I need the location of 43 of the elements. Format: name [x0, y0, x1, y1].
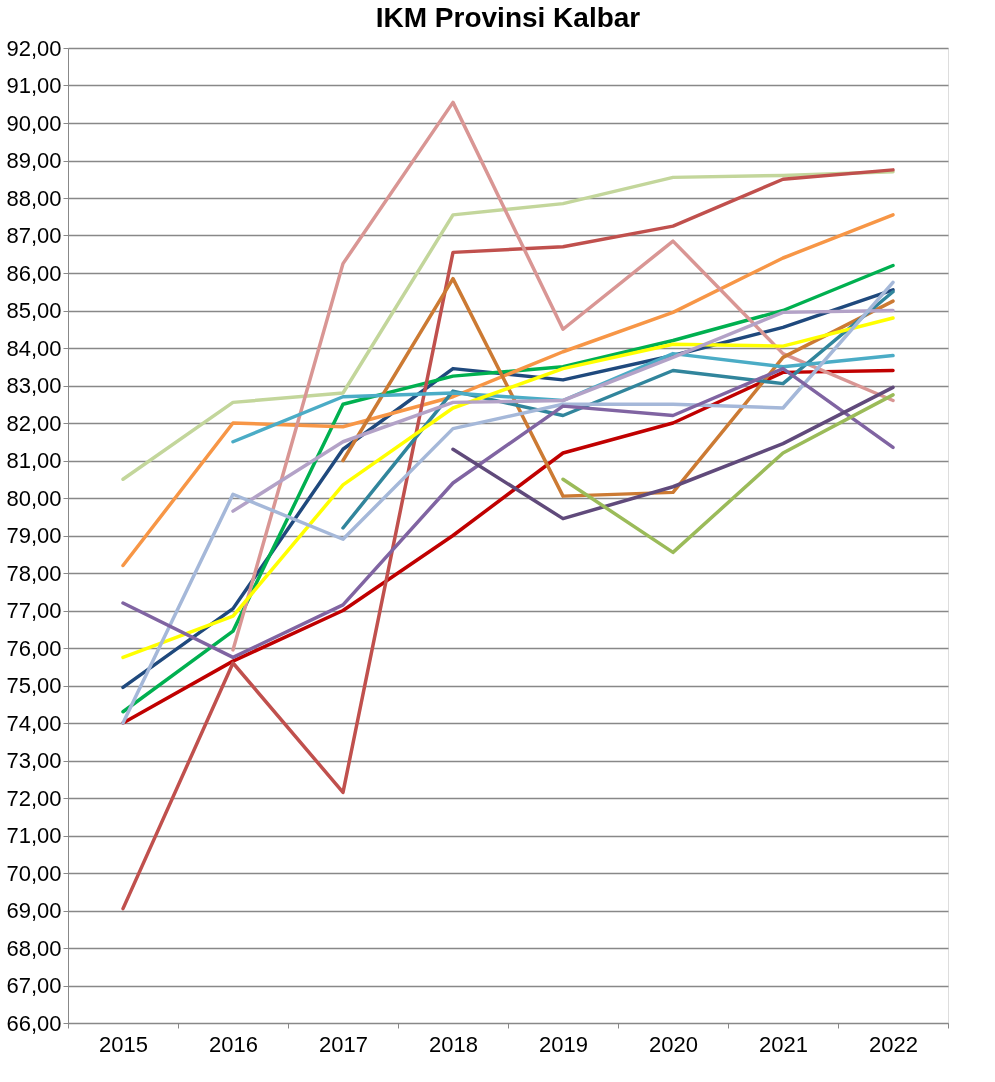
line-series: [231, 100, 895, 652]
y-tick-label: 90,00: [6, 110, 62, 136]
y-tick-label: 83,00: [6, 373, 62, 398]
x-tick-label: 2020: [649, 1031, 698, 1057]
y-tick-label: 72,00: [6, 785, 62, 811]
line-series: [121, 168, 895, 911]
y-tick-label: 78,00: [6, 560, 62, 586]
line-series: [121, 213, 895, 568]
y-tick-label: 88,00: [6, 185, 62, 211]
x-tick-label: 2015: [99, 1031, 148, 1057]
y-tick-label: 74,00: [6, 710, 62, 736]
y-tick-label: 89,00: [6, 148, 62, 173]
line-series: [561, 393, 895, 555]
y-tick-label: 85,00: [6, 298, 62, 323]
y-tick-label: 86,00: [6, 260, 62, 286]
y-tick-label: 79,00: [6, 523, 62, 548]
y-tick-label: 81,00: [6, 448, 62, 473]
y-tick-label: 66,00: [6, 1010, 62, 1036]
y-tick-label: 75,00: [6, 673, 62, 698]
x-tick-label: 2019: [539, 1031, 588, 1057]
y-tick-label: 73,00: [6, 748, 62, 773]
y-tick-label: 87,00: [6, 223, 62, 248]
y-tick-label: 69,00: [6, 898, 62, 923]
y-tick-label: 80,00: [6, 485, 62, 511]
line-series: [231, 308, 895, 513]
y-tick-label: 76,00: [6, 635, 62, 661]
x-tick-label: 2018: [429, 1031, 478, 1057]
y-tick-label: 71,00: [6, 823, 62, 848]
chart-title: IKM Provinsi Kalbar: [375, 2, 641, 33]
x-tick-label: 2021: [759, 1031, 808, 1057]
y-tick-label: 77,00: [6, 598, 62, 623]
y-tick-label: 70,00: [6, 860, 62, 886]
y-tick-label: 92,00: [6, 35, 62, 61]
x-tick-label: 2016: [209, 1031, 258, 1057]
line-series: [451, 385, 895, 521]
y-tick-label: 68,00: [6, 935, 62, 961]
y-tick-label: 91,00: [6, 73, 62, 98]
x-tick-label: 2022: [869, 1031, 918, 1057]
line-series: [121, 170, 895, 481]
x-tick-label: 2017: [319, 1031, 368, 1057]
y-tick-label: 82,00: [6, 410, 62, 436]
y-tick-label: 84,00: [6, 335, 62, 361]
y-tick-label: 67,00: [6, 973, 62, 998]
